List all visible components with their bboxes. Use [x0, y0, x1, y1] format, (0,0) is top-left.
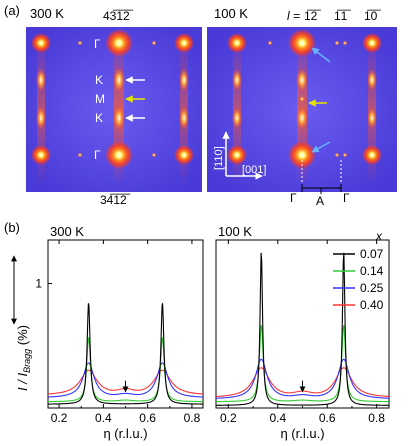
legend-label: 0.14	[360, 264, 384, 278]
x-tick-label: 0.2	[220, 411, 237, 425]
series-line-0.07	[216, 252, 389, 406]
weak-spot	[77, 40, 83, 46]
weak-spot	[342, 152, 348, 158]
diffuse-peak	[296, 106, 308, 130]
legend-label: 0.40	[360, 298, 384, 312]
x-tick-label: 0.6	[139, 411, 156, 425]
map-300k-temperature: 300 K	[30, 6, 64, 21]
diffuse-peak	[113, 105, 125, 131]
axis-001-label: [001]	[242, 164, 266, 176]
superlattice-spot	[299, 96, 305, 102]
chart-title: 300 K	[50, 224, 84, 239]
y-axis-label: I / IBragg (%)	[15, 325, 32, 391]
gamma-label: Γ	[343, 191, 350, 205]
series-line-0.25	[215, 358, 390, 399]
x-tick-label: 0.4	[95, 411, 112, 425]
l-value: 1̅2̅	[304, 9, 321, 23]
bragg-peak	[227, 33, 247, 53]
bragg-peak	[362, 145, 382, 165]
diffuse-arrow-icon	[311, 47, 331, 63]
diffuse-peak	[113, 67, 125, 93]
bragg-peak	[288, 29, 316, 57]
weak-spot	[151, 152, 157, 158]
weak-spot	[77, 152, 83, 158]
l-value: 1̅1̅	[334, 9, 351, 23]
bragg-peak	[105, 141, 133, 169]
map-300k-top-index: 43̅1̅2̅	[103, 9, 134, 23]
diffuse-peak	[367, 69, 377, 91]
weak-spot	[267, 40, 273, 46]
bragg-peak	[227, 145, 247, 165]
axis-110-label: [110]	[213, 146, 225, 170]
bragg-peak	[31, 33, 51, 53]
bragg-peak	[174, 145, 194, 165]
x-tick-label: 0.4	[269, 411, 286, 425]
series-line-0.14	[48, 337, 203, 403]
diffuse-peak	[36, 68, 46, 92]
bragg-peak	[31, 145, 51, 165]
bragg-peak	[174, 33, 194, 53]
k-label: K	[95, 111, 103, 125]
map-100k: 100 K l = 1̅2̅ 1̅1̅ 1̅0̅ [110] [001]	[207, 6, 397, 192]
series-line-0.07	[47, 303, 204, 405]
bragg-peak	[105, 29, 133, 57]
x-tick-label: 0.8	[368, 411, 385, 425]
gamma-label: Γ	[94, 148, 101, 162]
x-axis-label: η (r.l.u.)	[280, 426, 324, 441]
diffuse-arrow-icon	[311, 141, 331, 153]
diffuse-peak	[179, 68, 189, 92]
diffuse-peak	[232, 69, 242, 91]
weak-spot	[334, 152, 340, 158]
map-100k-temperature: 100 K	[214, 6, 248, 21]
x-tick-label: 0.6	[319, 411, 336, 425]
legend-label: 0.07	[360, 247, 384, 261]
l-value: 1̅0̅	[364, 9, 381, 23]
map-300k: 300 K 43̅1̅2̅ 34̅1̅2̅ Γ Γ K M K	[26, 6, 202, 207]
l-label: l =	[287, 9, 300, 23]
diffuse-peak	[296, 68, 308, 92]
gamma-label: Γ	[94, 37, 101, 51]
m-label: M	[95, 92, 105, 106]
weak-spot	[151, 40, 157, 46]
x-tick-label: 0.2	[51, 411, 68, 425]
panel-a-label: (a)	[4, 3, 20, 18]
k-label: K	[95, 73, 103, 87]
weak-spot	[334, 40, 340, 46]
map-300k-bottom-index: 34̅1̅2̅	[100, 193, 131, 207]
series-line-0.14	[215, 325, 390, 403]
bragg-peak	[288, 141, 316, 169]
x-axis-label: η (r.l.u.)	[103, 426, 147, 441]
diffuse-peak	[367, 107, 377, 129]
chart-300k: 300 K 0.2 0.4 0.6 0.8 η (r.l.u.) 1	[35, 224, 204, 441]
diffuse-peak	[179, 106, 189, 130]
panel-b-label: (b)	[4, 220, 20, 235]
x-tick-label: 0.8	[184, 411, 201, 425]
bragg-peak	[362, 33, 382, 53]
a-label: A	[316, 194, 324, 208]
chart-title: 100 K	[218, 224, 252, 239]
chart-100k: 100 K 0.2 0.4 0.6 0.8 η (r.l.u.)	[215, 224, 390, 441]
series-line-0.25	[47, 362, 204, 398]
legend: x 0.07 0.14 0.25 0.40	[333, 229, 384, 312]
y-tick-label: 1	[35, 277, 42, 291]
l-prefix: l =	[287, 9, 300, 23]
diffuse-peak	[36, 106, 46, 130]
weak-spot	[342, 40, 348, 46]
gamma-label: Γ	[290, 191, 297, 205]
legend-label: 0.25	[360, 281, 384, 295]
legend-title: x	[375, 229, 383, 243]
diffuse-peak	[232, 107, 242, 129]
